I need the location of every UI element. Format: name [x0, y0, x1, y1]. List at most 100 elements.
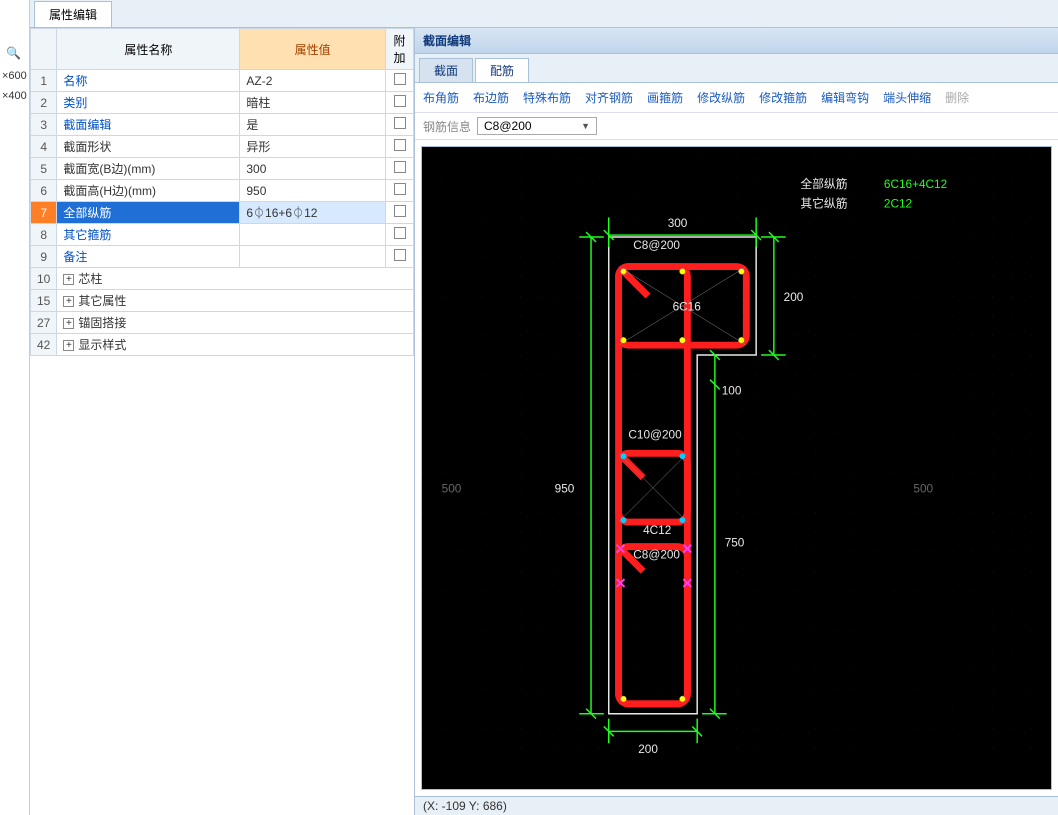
checkbox-icon[interactable] [394, 139, 406, 151]
row-idx: 6 [31, 180, 57, 202]
checkbox-icon[interactable] [394, 227, 406, 239]
svg-text:全部纵筋: 全部纵筋 [800, 177, 847, 191]
row-idx: 8 [31, 224, 57, 246]
row-checkbox-cell[interactable] [386, 202, 414, 224]
svg-text:200: 200 [784, 291, 804, 304]
chevron-down-icon: ▼ [581, 121, 590, 131]
tab-section[interactable]: 截面 [419, 58, 473, 82]
table-row[interactable]: 27+锚固搭接 [31, 312, 414, 334]
table-row[interactable]: 2类别暗柱 [31, 92, 414, 114]
row-name: +显示样式 [57, 334, 414, 356]
expand-icon[interactable]: + [63, 318, 74, 329]
toolbar-action[interactable]: 修改箍筋 [759, 89, 807, 106]
row-name: +芯柱 [57, 268, 414, 290]
row-name: 名称 [57, 70, 240, 92]
toolbar-action[interactable]: 端头伸缩 [883, 89, 931, 106]
checkbox-icon[interactable] [394, 183, 406, 195]
svg-text:C10@200: C10@200 [628, 429, 682, 442]
row-checkbox-cell[interactable] [386, 136, 414, 158]
table-row[interactable]: 8其它箍筋 [31, 224, 414, 246]
checkbox-icon[interactable] [394, 73, 406, 85]
section-drawing: 500 500 全部纵筋 6C16+4C12 其它纵筋 2C12 [422, 147, 1051, 789]
toolbar-action[interactable]: 布角筋 [423, 89, 459, 106]
row-checkbox-cell[interactable] [386, 70, 414, 92]
checkbox-icon[interactable] [394, 249, 406, 261]
svg-text:6C16+4C12: 6C16+4C12 [884, 178, 947, 191]
checkbox-icon[interactable] [394, 117, 406, 129]
row-checkbox-cell[interactable] [386, 246, 414, 268]
row-value[interactable]: AZ-2 [240, 70, 386, 92]
left-rail-item[interactable]: ×600 [0, 66, 29, 86]
table-row[interactable]: 42+显示样式 [31, 334, 414, 356]
table-row[interactable]: 10+芯柱 [31, 268, 414, 290]
checkbox-icon[interactable] [394, 205, 406, 217]
checkbox-icon[interactable] [394, 95, 406, 107]
row-idx: 1 [31, 70, 57, 92]
row-value[interactable]: 300 [240, 158, 386, 180]
col-add: 附加 [386, 29, 414, 70]
row-checkbox-cell[interactable] [386, 180, 414, 202]
row-name: 截面高(H边)(mm) [57, 180, 240, 202]
table-row[interactable]: 9备注 [31, 246, 414, 268]
toolbar-action[interactable]: 修改纵筋 [697, 89, 745, 106]
row-name: 截面形状 [57, 136, 240, 158]
table-row[interactable]: 3截面编辑是 [31, 114, 414, 136]
row-name: 类别 [57, 92, 240, 114]
rebar-info-select[interactable]: C8@200 ▼ [477, 117, 597, 135]
tab-rebar[interactable]: 配筋 [475, 58, 529, 82]
svg-text:750: 750 [725, 537, 745, 550]
svg-text:950: 950 [555, 483, 575, 496]
left-rail: 🔍 ×600 ×400 [0, 0, 30, 815]
svg-text:200: 200 [638, 743, 658, 756]
row-value[interactable]: 异形 [240, 136, 386, 158]
svg-text:300: 300 [668, 217, 688, 230]
table-row[interactable]: 6截面高(H边)(mm)950 [31, 180, 414, 202]
row-checkbox-cell[interactable] [386, 114, 414, 136]
row-value[interactable]: 是 [240, 114, 386, 136]
svg-text:500: 500 [913, 483, 933, 496]
table-row[interactable]: 5截面宽(B边)(mm)300 [31, 158, 414, 180]
row-value[interactable]: 950 [240, 180, 386, 202]
row-value[interactable] [240, 224, 386, 246]
row-value[interactable]: 暗柱 [240, 92, 386, 114]
row-checkbox-cell[interactable] [386, 158, 414, 180]
expand-icon[interactable]: + [63, 296, 74, 307]
toolbar-action[interactable]: 画箍筋 [647, 89, 683, 106]
toolbar: 布角筋布边筋特殊布筋对齐钢筋画箍筋修改纵筋修改箍筋编辑弯钩端头伸缩删除 [415, 83, 1058, 113]
expand-icon[interactable]: + [63, 274, 74, 285]
row-idx: 27 [31, 312, 57, 334]
row-value[interactable]: 6⏀16+6⏀12 [240, 202, 386, 224]
row-value[interactable] [240, 246, 386, 268]
toolbar-action[interactable]: 特殊布筋 [523, 89, 571, 106]
toolbar-action[interactable]: 布边筋 [473, 89, 509, 106]
rebar-info-value: C8@200 [484, 119, 532, 133]
table-row[interactable]: 1名称AZ-2 [31, 70, 414, 92]
table-row[interactable]: 4截面形状异形 [31, 136, 414, 158]
row-name: 截面编辑 [57, 114, 240, 136]
row-name: 其它箍筋 [57, 224, 240, 246]
checkbox-icon[interactable] [394, 161, 406, 173]
row-checkbox-cell[interactable] [386, 224, 414, 246]
col-name: 属性名称 [57, 29, 240, 70]
row-idx: 9 [31, 246, 57, 268]
property-table: 属性名称 属性值 附加 1名称AZ-22类别暗柱3截面编辑是4截面形状异形5截面… [30, 28, 414, 356]
svg-text:4C12: 4C12 [643, 524, 671, 537]
row-name: +锚固搭接 [57, 312, 414, 334]
search-icon[interactable]: 🔍 [0, 40, 29, 66]
section-editor-panel: 截面编辑 截面 配筋 布角筋布边筋特殊布筋对齐钢筋画箍筋修改纵筋修改箍筋编辑弯钩… [415, 28, 1058, 815]
toolbar-action[interactable]: 删除 [945, 89, 969, 106]
tab-property-edit[interactable]: 属性编辑 [34, 1, 112, 27]
toolbar-action[interactable]: 编辑弯钩 [821, 89, 869, 106]
toolbar-action[interactable]: 对齐钢筋 [585, 89, 633, 106]
left-rail-item[interactable]: ×400 [0, 86, 29, 106]
expand-icon[interactable]: + [63, 340, 74, 351]
table-row[interactable]: 7全部纵筋6⏀16+6⏀12 [31, 202, 414, 224]
drawing-canvas[interactable]: 500 500 全部纵筋 6C16+4C12 其它纵筋 2C12 [421, 146, 1052, 790]
table-row[interactable]: 15+其它属性 [31, 290, 414, 312]
svg-text:C8@200: C8@200 [633, 548, 680, 561]
row-name: 备注 [57, 246, 240, 268]
property-panel: 属性名称 属性值 附加 1名称AZ-22类别暗柱3截面编辑是4截面形状异形5截面… [30, 28, 415, 815]
panel-title: 截面编辑 [415, 28, 1058, 54]
row-idx: 42 [31, 334, 57, 356]
row-checkbox-cell[interactable] [386, 92, 414, 114]
